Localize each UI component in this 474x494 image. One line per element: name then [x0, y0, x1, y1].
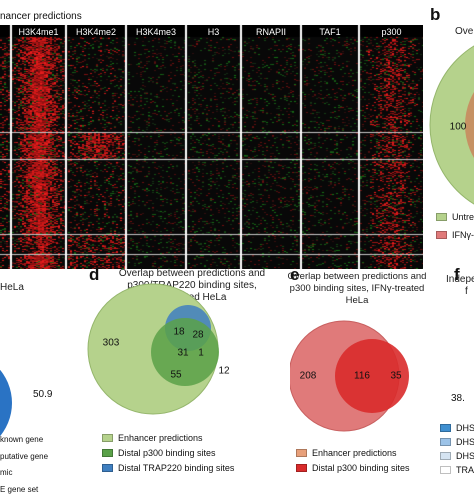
panel-f-title: Indepe: [446, 274, 474, 285]
panel-d-letter: d: [89, 265, 100, 284]
heatmap-column-header: TAF1: [319, 27, 341, 37]
panel-f-value: 38.: [451, 393, 465, 404]
panel-d-legend-item: Distal p300 binding sites: [102, 448, 216, 458]
heatmap-column-header: p300: [381, 27, 402, 37]
panel-b-letter: b: [430, 5, 441, 24]
panel-b-legend-item: Untre: [436, 212, 474, 222]
heatmap-title: nancer predictions: [0, 11, 82, 22]
panel-e: e Overlap between predictions and p300 b…: [288, 265, 427, 474]
panel-e-number: 35: [390, 370, 402, 382]
panel-f-legend-item: DHS: [440, 423, 474, 433]
panel-d-venn: [87, 283, 219, 415]
panel-b-venn: [429, 45, 474, 205]
panel-f-letter: f: [454, 265, 460, 284]
panel-d-number: 303: [102, 337, 120, 349]
panel-f-legend-item: DHS: [440, 451, 474, 461]
panel-f: f Indepe f 38. DHS DHS DHS TRAF: [423, 265, 474, 475]
panel-c-legend-item: known gene: [0, 435, 44, 444]
panel-e-legend-item: Enhancer predictions: [296, 448, 397, 458]
panel-d-number: 31: [177, 347, 189, 359]
panel-c: HeLa 50.9 known gene putative gene mic: [0, 270, 80, 477]
panel-c-legend-item: putative gene: [0, 452, 49, 461]
panel-d-legend-item: Distal TRAP220 binding sites: [102, 463, 234, 473]
heatmap-column-header: H3: [207, 27, 220, 37]
panel-b-number: 100: [449, 121, 467, 133]
panel-b: b Ove 100 Untre IFNγ-: [423, 0, 474, 270]
heatmap-column-header: H3K4me3: [135, 27, 177, 37]
panel-c-legend-item: mic: [0, 468, 13, 477]
panel-e-venn: [290, 320, 409, 432]
panel-c-value: 50.9: [33, 389, 53, 400]
panel-d-number: 1: [198, 347, 204, 359]
panel-d-number: 28: [192, 329, 204, 341]
panel-c-pie: [0, 369, 12, 437]
panel-e-letter: e: [290, 265, 300, 284]
panel-e-number: 208: [299, 370, 317, 382]
panel-d-legend-item: Enhancer predictions: [102, 433, 203, 443]
panel-d: d Overlap between predictions and p300/T…: [80, 265, 290, 474]
panel-f-title-2: f: [465, 286, 468, 297]
panel-d-number: 12: [218, 365, 230, 377]
panel-c-title: HeLa: [0, 282, 24, 293]
heatmap-canvas: [0, 25, 423, 269]
heatmap-column-header: RNAPII: [255, 27, 286, 37]
heatmap-column-header: H3K4me2: [75, 27, 117, 37]
panel-b-title: Ove: [455, 26, 474, 37]
heatmap-column-header: H3K4me1: [18, 27, 59, 37]
panel-e-legend-item: Distal p300 binding sites: [296, 463, 410, 473]
panel-f-legend-item: DHS: [440, 437, 474, 447]
panel-c-legend-item: E gene set: [0, 485, 39, 494]
panel-d-number: 18: [173, 326, 185, 338]
heatmap-panel: nancer predictions H3K4me1 H3K4me2 H3K4me3…: [0, 0, 423, 269]
panel-e-number: 116: [354, 370, 370, 382]
panel-d-number: 55: [170, 369, 182, 381]
panel-e-caption: Overlap between predictions and p300 bin…: [287, 271, 427, 306]
panel-b-legend-item: IFNγ-: [436, 230, 474, 240]
